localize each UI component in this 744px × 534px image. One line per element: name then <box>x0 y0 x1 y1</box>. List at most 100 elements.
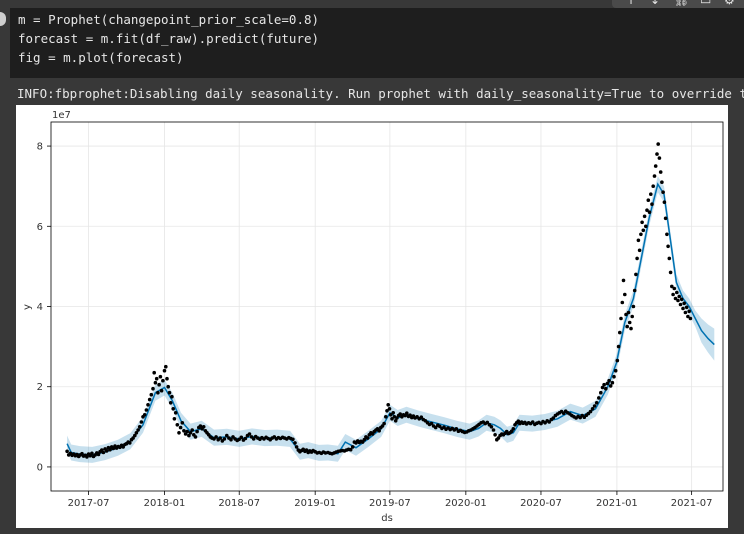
arrow-down-icon[interactable]: ↓ <box>650 0 661 7</box>
actual-point <box>190 428 194 432</box>
forecast-chart: 2017-07 2018-01 2018-07 2019-01 2019-07 2020-… <box>22 110 724 524</box>
actual-point <box>676 298 680 303</box>
actual-point <box>615 358 620 363</box>
actual-point <box>388 413 393 417</box>
cell-prompt-indicator <box>0 12 6 26</box>
actual-point <box>621 278 626 283</box>
actual-point <box>675 290 679 295</box>
actual-point <box>637 248 642 253</box>
actual-point <box>658 170 663 174</box>
actual-point <box>605 381 610 386</box>
actual-point <box>551 416 556 420</box>
code-line: forecast = m.fit(df_raw).predict(future) <box>18 31 320 46</box>
actual-point <box>602 382 606 387</box>
actual-point <box>96 452 101 457</box>
actual-point <box>90 451 94 456</box>
actual-point <box>655 152 659 156</box>
x-tick-label: 2020-01 <box>445 498 487 509</box>
actual-point <box>161 378 165 383</box>
actual-point <box>649 192 653 196</box>
actual-point <box>592 404 597 408</box>
actual-point <box>128 441 132 445</box>
actual-point <box>682 301 686 306</box>
actual-point <box>607 378 611 383</box>
x-tick-label: 2019-01 <box>294 498 336 509</box>
actual-point <box>656 142 660 146</box>
actual-point <box>662 200 667 204</box>
comment-icon[interactable]: ▭ <box>700 0 712 7</box>
actual-point <box>640 220 644 225</box>
arrow-up-icon[interactable]: ↑ <box>626 0 637 7</box>
actual-point <box>454 427 459 431</box>
actual-point <box>153 380 158 385</box>
actual-point <box>678 302 683 307</box>
actual-point <box>136 428 140 432</box>
actual-point <box>612 374 616 379</box>
actual-point <box>688 316 693 321</box>
actual-point <box>590 407 595 411</box>
actual-point <box>384 415 388 419</box>
actual-point <box>491 428 496 432</box>
actual-point <box>348 447 353 452</box>
actual-point <box>511 427 516 431</box>
actual-point <box>626 310 631 315</box>
y-tick-label: 2 <box>37 382 43 393</box>
actual-point <box>387 407 392 411</box>
actual-point <box>627 320 632 325</box>
actual-point <box>650 202 654 206</box>
actual-point <box>350 445 355 449</box>
actual-point <box>198 424 203 428</box>
actual-point <box>390 417 394 421</box>
output-log: INFO:fbprophet:Disabling daily seasonali… <box>17 86 744 101</box>
actual-point <box>225 433 229 438</box>
uncertainty-interval <box>67 176 715 463</box>
actual-point <box>178 425 183 430</box>
actual-point <box>218 436 222 440</box>
actual-point <box>175 423 180 427</box>
actual-point <box>386 403 391 407</box>
y-scale-label: 1e7 <box>52 110 71 121</box>
actual-point <box>642 214 647 219</box>
x-tick-label: 2021-07 <box>671 498 713 509</box>
link-icon[interactable]: ⛓ <box>674 0 690 7</box>
actual-point <box>681 306 685 311</box>
actual-point <box>671 292 675 297</box>
actual-point <box>172 417 177 421</box>
actual-point <box>670 284 674 289</box>
actual-point <box>385 409 389 413</box>
actual-point <box>547 420 551 424</box>
actual-point <box>657 156 662 160</box>
actual-point <box>157 382 161 387</box>
actual-point <box>604 386 608 391</box>
x-tick-label: 2019-07 <box>369 498 411 509</box>
actual-point <box>168 401 173 405</box>
actual-point <box>188 431 193 435</box>
actual-point <box>433 425 438 430</box>
actual-point <box>485 420 490 425</box>
actual-point <box>182 429 186 433</box>
actual-point <box>382 421 386 426</box>
actual-point <box>222 437 227 441</box>
actual-point <box>623 292 627 297</box>
actual-point <box>162 368 167 373</box>
actual-point <box>588 409 593 414</box>
actual-point <box>660 180 664 184</box>
actual-point <box>239 435 244 440</box>
actual-point <box>149 392 154 397</box>
actual-point <box>144 408 149 412</box>
gear-icon[interactable]: ⚙ <box>724 0 735 7</box>
actual-point <box>243 436 248 441</box>
y-axis-label: y <box>22 304 33 310</box>
y-tick-label: 0 <box>37 462 43 473</box>
actual-point <box>405 411 409 416</box>
actual-point <box>85 455 89 459</box>
actual-point <box>667 256 672 261</box>
actual-point <box>624 312 628 317</box>
code-line: m = Prophet(changepoint_prior_scale=0.8) <box>18 12 320 27</box>
cell-toolbar: ↑ ↓ ⛓ ▭ ⚙ <box>612 0 744 8</box>
actual-point <box>294 445 299 449</box>
code-cell[interactable]: m = Prophet(changepoint_prior_scale=0.8)… <box>10 8 744 78</box>
actual-point <box>597 396 601 400</box>
actual-point <box>634 272 638 277</box>
actual-point <box>661 190 665 194</box>
